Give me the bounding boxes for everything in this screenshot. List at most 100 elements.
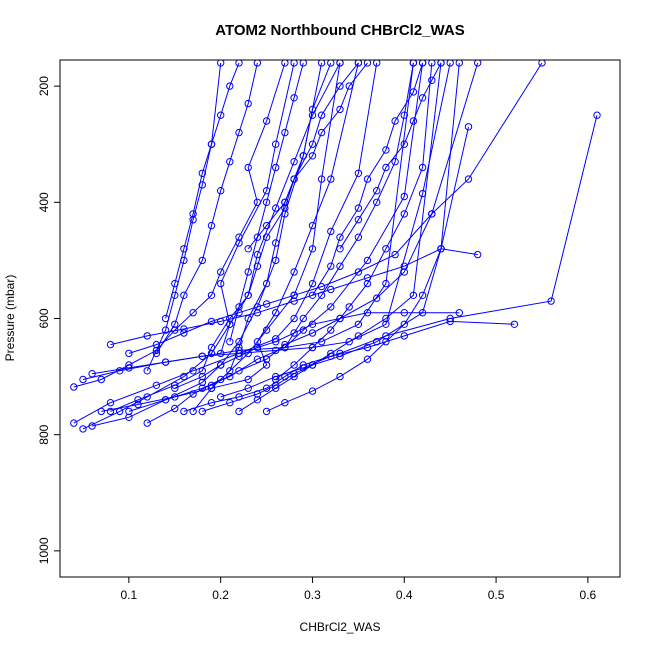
data-point <box>97 375 106 384</box>
data-point <box>262 117 271 125</box>
data-point <box>373 294 381 302</box>
data-point <box>125 407 133 416</box>
series-line <box>312 62 424 296</box>
data-point <box>336 314 344 323</box>
data-point <box>281 399 289 407</box>
data-point <box>281 340 289 349</box>
data-point <box>272 204 280 212</box>
data-point <box>262 221 271 230</box>
data-point <box>437 60 445 67</box>
series-line <box>247 62 368 250</box>
data-point <box>198 181 207 189</box>
data-point <box>446 60 454 67</box>
data-point <box>171 404 179 413</box>
data-point <box>235 60 243 67</box>
data-point <box>391 158 399 166</box>
series-30 <box>217 60 363 358</box>
x-tick-label: 0.1 <box>121 588 138 602</box>
data-point <box>244 268 252 276</box>
data-point <box>207 140 216 148</box>
y-tick-label: 200 <box>37 76 51 96</box>
data-point <box>317 291 326 299</box>
data-point <box>336 262 344 270</box>
y-tick-label: 400 <box>37 192 51 212</box>
series-line <box>146 62 222 372</box>
data-point <box>217 361 225 369</box>
data-point <box>363 279 372 288</box>
series-line <box>284 62 414 348</box>
data-point <box>134 400 142 409</box>
x-axis-label: CHBrCl2_WAS <box>300 620 381 634</box>
data-point <box>336 105 344 114</box>
data-point <box>308 320 317 328</box>
data-point <box>262 279 271 288</box>
data-point <box>217 393 225 401</box>
plot-data-layer <box>70 60 601 433</box>
series-line <box>238 62 442 412</box>
data-point <box>171 381 179 389</box>
data-point <box>308 111 317 119</box>
data-point <box>198 169 207 178</box>
series-24 <box>226 60 307 346</box>
data-point <box>308 221 317 230</box>
data-point <box>382 163 390 172</box>
data-point <box>235 407 243 416</box>
data-point <box>345 303 353 311</box>
data-point <box>345 82 353 90</box>
data-point <box>207 399 216 407</box>
data-point <box>327 303 335 311</box>
data-point <box>207 317 216 326</box>
data-point <box>253 338 262 346</box>
data-point <box>409 60 418 67</box>
data-point <box>217 268 225 276</box>
data-point <box>418 291 427 299</box>
data-point <box>290 268 298 276</box>
data-point <box>418 189 427 198</box>
data-point <box>308 361 317 369</box>
data-point <box>106 407 115 416</box>
data-point <box>327 227 335 236</box>
data-point <box>116 367 124 375</box>
data-point <box>161 358 170 366</box>
data-point <box>79 375 87 384</box>
data-point <box>290 297 298 305</box>
data-point <box>299 314 307 323</box>
data-point <box>281 198 289 207</box>
data-point <box>336 82 344 90</box>
series-20 <box>262 60 463 416</box>
series-line <box>101 62 359 412</box>
data-point <box>299 60 307 67</box>
data-point <box>125 364 133 372</box>
data-point <box>226 372 234 381</box>
data-point <box>400 140 408 148</box>
data-point <box>446 317 454 326</box>
data-point <box>308 279 317 288</box>
data-point <box>290 314 298 323</box>
data-point <box>373 198 381 207</box>
data-point <box>400 262 408 270</box>
data-point <box>262 361 271 369</box>
data-point <box>88 422 96 430</box>
data-point <box>152 340 161 349</box>
data-point <box>400 210 408 218</box>
data-point <box>474 60 482 67</box>
data-point <box>125 349 133 358</box>
series-line <box>92 62 451 375</box>
data-point <box>327 262 335 270</box>
data-point <box>382 320 390 328</box>
data-point <box>262 407 271 416</box>
data-point <box>180 291 188 299</box>
data-point <box>244 291 252 299</box>
data-point <box>262 198 271 207</box>
data-point <box>253 396 262 404</box>
data-point <box>428 76 436 85</box>
data-point <box>217 317 225 326</box>
series-25 <box>281 60 418 352</box>
series-line <box>266 62 460 412</box>
data-point <box>290 329 298 337</box>
data-point <box>290 158 298 166</box>
series-line <box>229 62 304 342</box>
data-point <box>253 233 262 241</box>
data-point <box>317 111 326 119</box>
